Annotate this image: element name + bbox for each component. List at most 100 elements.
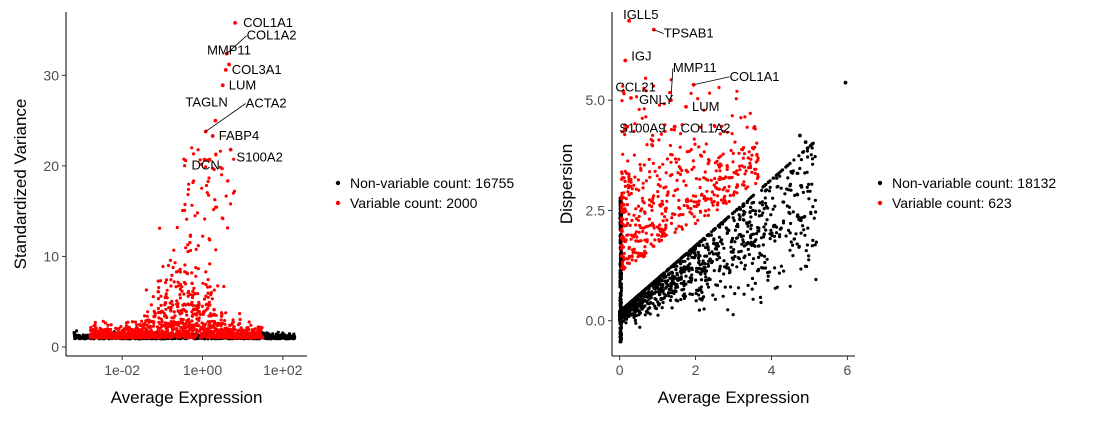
variable-point: [224, 311, 228, 315]
x-axis-title: Average Expression: [658, 388, 810, 407]
nonvariable-point: [281, 331, 285, 335]
variable-point: [728, 193, 732, 198]
variable-point: [247, 320, 251, 324]
variable-point: [658, 223, 662, 227]
variable-point: [219, 327, 223, 331]
nonvariable-point: [704, 275, 708, 279]
variable-point: [721, 177, 725, 181]
variable-point: [657, 165, 662, 169]
variable-point: [685, 204, 690, 208]
variable-point: [131, 331, 135, 335]
variable-point: [186, 250, 190, 254]
variable-point: [185, 217, 189, 221]
variable-point: [194, 266, 198, 270]
variable-point: [621, 222, 625, 226]
variable-point: [200, 162, 204, 166]
nonvariable-point: [772, 223, 776, 228]
variable-point: [634, 207, 638, 211]
nonvariable-point: [288, 335, 292, 339]
variable-point: [131, 334, 135, 338]
variable-point: [90, 336, 94, 340]
variable-point: [684, 183, 688, 187]
variable-point: [707, 157, 711, 162]
variable-point: [153, 314, 157, 318]
nonvariable-point: [811, 238, 815, 242]
nonvariable-point: [802, 228, 806, 232]
variable-point: [730, 175, 734, 179]
variable-point: [741, 156, 745, 160]
nonvariable-point: [760, 203, 765, 207]
variable-point: [635, 235, 639, 239]
variable-point: [108, 333, 112, 338]
variable-point: [627, 172, 631, 176]
variable-point: [196, 148, 200, 152]
x-tick-label: 6: [844, 362, 852, 378]
variable-point: [172, 248, 176, 252]
variable-point: [709, 198, 713, 202]
nonvariable-point: [750, 276, 755, 281]
variable-point: [103, 321, 108, 325]
nonvariable-point: [681, 259, 685, 264]
variable-point: [643, 211, 647, 215]
nonvariable-point: [619, 335, 623, 339]
nonvariable-point: [692, 245, 697, 249]
nonvariable-point: [778, 174, 782, 178]
nonvariable-point: [275, 334, 279, 338]
nonvariable-point: [694, 291, 698, 296]
nonvariable-point: [707, 234, 711, 238]
variable-point: [641, 199, 645, 203]
nonvariable-point: [619, 330, 623, 334]
nonvariable-point: [772, 234, 777, 238]
variable-point: [177, 329, 181, 333]
variable-point: [620, 227, 624, 231]
nonvariable-point: [699, 239, 703, 243]
variable-point: [223, 319, 227, 323]
variable-point: [89, 328, 93, 333]
nonvariable-point: [756, 268, 760, 273]
variable-point: [639, 166, 643, 170]
nonvariable-point: [643, 313, 647, 317]
variable-point: [698, 177, 702, 181]
variable-point: [620, 191, 624, 195]
variable-point: [652, 226, 656, 230]
variable-point: [655, 174, 659, 178]
variable-point: [703, 214, 707, 218]
variable-point: [156, 326, 160, 330]
y-tick-label: 2.5: [586, 202, 606, 218]
nonvariable-point: [786, 176, 790, 180]
variable-point: [159, 279, 163, 283]
nonvariable-point: [619, 294, 623, 298]
variable-point: [183, 202, 187, 207]
nonvariable-point: [759, 300, 763, 305]
variable-point: [747, 166, 751, 170]
variable-point: [626, 183, 630, 187]
variable-point: [644, 231, 648, 235]
variable-point: [108, 327, 113, 332]
variable-point: [159, 303, 163, 307]
variable-point: [176, 305, 180, 309]
nonvariable-point: [807, 258, 811, 262]
variable-point: [156, 297, 161, 301]
nonvariable-point: [806, 155, 810, 159]
variable-point: [688, 210, 692, 214]
variable-point: [161, 335, 165, 339]
variable-point: [703, 170, 707, 174]
labeled-point: [672, 124, 677, 129]
variable-point: [619, 254, 624, 258]
variable-point: [637, 214, 641, 219]
nonvariable-point: [632, 306, 636, 310]
variable-point: [231, 191, 235, 195]
variable-point: [147, 320, 151, 324]
variable-point: [626, 190, 630, 194]
nonvariable-point: [659, 274, 663, 278]
variable-point: [190, 203, 194, 207]
nonvariable-point: [756, 229, 760, 233]
variable-point: [226, 226, 230, 230]
nonvariable-point: [771, 196, 775, 200]
variable-point: [750, 170, 754, 174]
nonvariable-point: [751, 232, 756, 236]
variable-point: [175, 302, 179, 306]
variable-point: [692, 165, 696, 169]
y-tick-label: 0: [51, 339, 59, 355]
